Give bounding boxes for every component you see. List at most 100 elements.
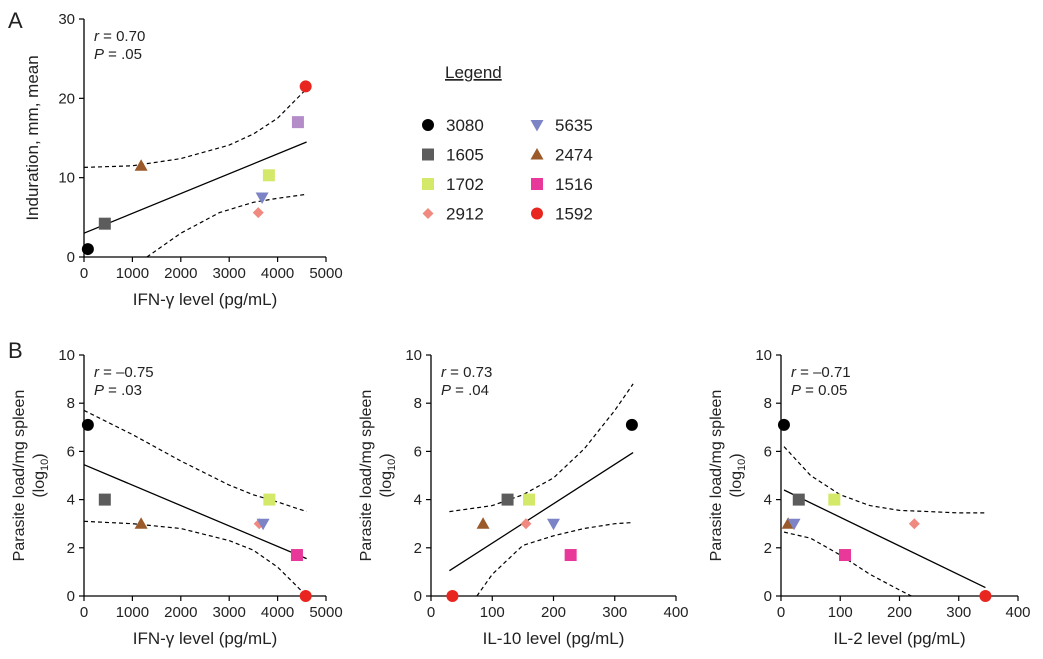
y-tick-label: 10 (58, 170, 75, 187)
panel-label-b: B (8, 338, 23, 363)
x-axis-label: IFN-γ level (pg/mL) (133, 290, 278, 309)
ci-upper-curve (84, 88, 308, 168)
x-tick-label: 5000 (309, 265, 342, 282)
y-tick-label: 20 (58, 90, 75, 107)
ci-lower-curve (84, 520, 308, 597)
y-tick-label: 8 (67, 395, 75, 412)
y-tick-label: 6 (414, 443, 422, 460)
legend-label-1592: 1592 (555, 205, 593, 224)
legend-marker-2912 (422, 208, 434, 219)
ci-upper-curve (84, 409, 307, 513)
y-tick-label: 10 (405, 347, 422, 364)
data-point-1702 (262, 169, 275, 182)
x-axis-label: IFN-γ level (pg/mL) (133, 629, 278, 648)
y-tick-label: 8 (764, 395, 772, 412)
regression-line (449, 452, 634, 572)
data-point-5635 (787, 518, 801, 531)
y-tick-label: 30 (58, 11, 75, 28)
p-value: P = .03 (94, 382, 142, 399)
x-tick-label: 100 (828, 604, 853, 621)
p-value: P = .04 (441, 382, 489, 399)
y-axis-label: Parasite load/mg spleen (358, 390, 375, 562)
legend-label-1702: 1702 (446, 175, 484, 194)
legend-marker-2474 (530, 148, 544, 160)
x-tick-label: 5000 (309, 604, 342, 621)
y-axis-label-unit-sub: 10 (39, 459, 51, 471)
data-point-5635 (255, 192, 269, 204)
y-tick-label: 2 (764, 540, 772, 557)
data-point-1516 (290, 549, 303, 562)
y-axis-label-unit-close: ) (31, 453, 48, 458)
regression-line (84, 141, 307, 234)
data-point-2912 (252, 207, 264, 219)
x-tick-label: 300 (602, 604, 627, 621)
y-tick-label: 2 (67, 540, 75, 557)
y-axis-label-unit-open: (log (378, 471, 395, 498)
y-tick-label: 2 (414, 540, 422, 557)
data-point-3080 (81, 418, 94, 431)
data-point-2474 (134, 159, 148, 171)
chart-panel-a: 0 1000 2000 3000 4000 5000 0 10 20 30 IFN-γ level … (23, 11, 343, 309)
x-tick-label: 3000 (213, 265, 246, 282)
x-tick-label: 1000 (116, 604, 149, 621)
data-point-1605 (98, 493, 111, 506)
x-tick-label: 200 (541, 604, 566, 621)
x-tick-label: 100 (480, 604, 505, 621)
legend-label-2912: 2912 (446, 205, 484, 224)
data-point-1516 (291, 116, 304, 129)
correlation-r: r = –0.71 (791, 364, 851, 381)
x-axis-label: IL-2 level (pg/mL) (833, 629, 965, 648)
y-axis-label: Induration, mm, mean (23, 55, 42, 220)
x-tick-label: 0 (80, 265, 88, 282)
y-axis-label-unit-sub: 10 (736, 459, 748, 471)
x-tick-label: 300 (946, 604, 971, 621)
y-tick-label: 8 (414, 395, 422, 412)
y-tick-label: 4 (764, 492, 772, 509)
chart-panel-b-ifn: 0 1000 2000 3000 4000 5000 0 2 4 6 8 10 IFN-γ level … (11, 347, 343, 648)
x-tick-label: 0 (777, 604, 785, 621)
legend-label-5635: 5635 (555, 116, 593, 135)
x-tick-label: 200 (887, 604, 912, 621)
y-axis-label-unit: (log10) (378, 453, 398, 497)
y-tick-label: 10 (755, 347, 772, 364)
legend-label-2474: 2474 (555, 146, 593, 165)
data-point-5635 (256, 518, 270, 531)
data-point-3080 (777, 418, 790, 431)
data-point-1516 (564, 549, 577, 562)
x-tick-label: 0 (80, 604, 88, 621)
x-tick-label: 4000 (261, 604, 294, 621)
y-axis-label-unit-close: ) (378, 453, 395, 458)
ci-lower-curve (146, 193, 307, 258)
y-tick-label: 0 (67, 249, 75, 266)
y-tick-label: 0 (764, 588, 772, 605)
data-point-1592 (446, 590, 459, 602)
y-axis-label-unit-open: (log (31, 471, 48, 498)
y-tick-label: 0 (414, 588, 422, 605)
data-point-1702 (263, 493, 276, 506)
data-point-1605 (501, 493, 514, 506)
regression-line (84, 464, 307, 560)
data-point-3080 (81, 243, 94, 256)
legend-label-1516: 1516 (555, 175, 593, 194)
data-point-1605 (98, 217, 111, 230)
data-point-1516 (838, 549, 851, 562)
y-tick-label: 4 (67, 492, 75, 509)
correlation-r: r = –0.75 (94, 364, 154, 381)
y-axis-label-unit-open: (log (728, 471, 745, 498)
y-tick-label: 6 (764, 443, 772, 460)
y-axis-label-unit: (log10) (31, 453, 51, 497)
x-tick-label: 400 (1005, 604, 1030, 621)
ci-upper-curve (449, 383, 634, 513)
data-point-1592 (299, 590, 312, 602)
data-point-1605 (792, 493, 805, 506)
data-point-5635 (547, 518, 560, 531)
ci-upper-curve (783, 446, 986, 514)
data-point-2474 (476, 517, 490, 529)
y-axis-label-unit-sub: 10 (386, 459, 398, 471)
legend-marker-1592 (531, 207, 543, 220)
legend-title: Legend (445, 63, 502, 82)
y-tick-label: 10 (58, 347, 75, 364)
regression-line (783, 489, 986, 589)
data-point-1702 (828, 493, 841, 506)
x-axis-label: IL-10 level (pg/mL) (483, 629, 625, 648)
